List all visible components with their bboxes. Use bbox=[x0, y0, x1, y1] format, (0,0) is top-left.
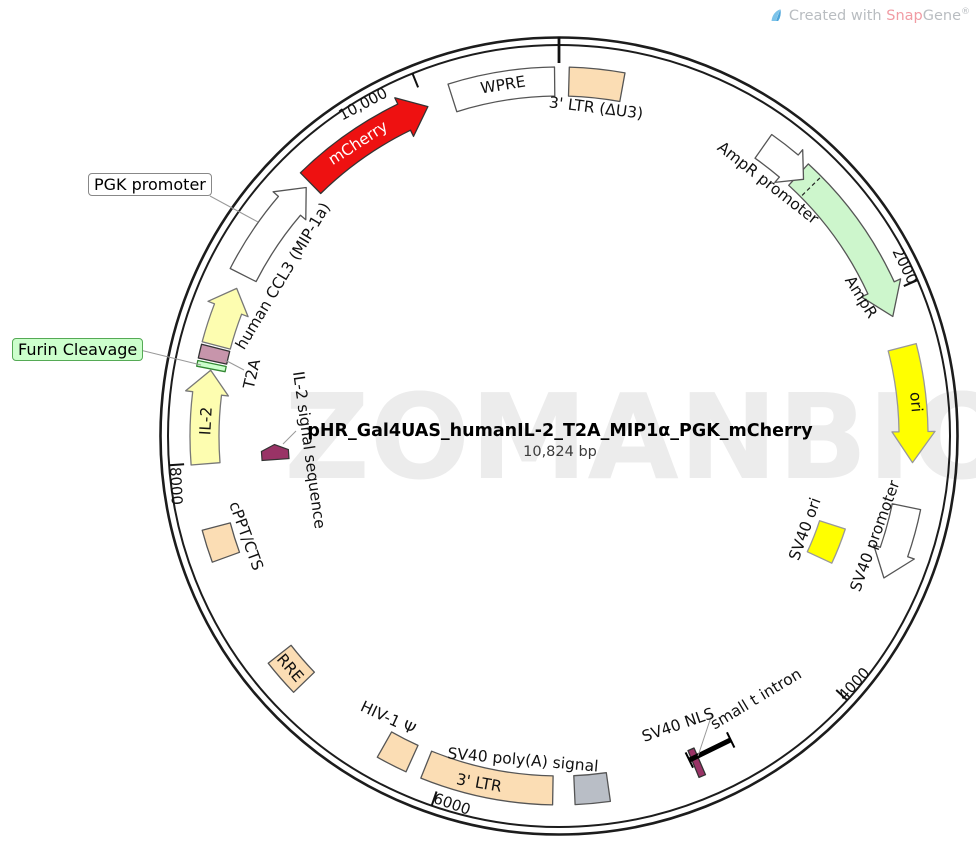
small-t-intron-marker[interactable] bbox=[684, 731, 736, 769]
feature-rre[interactable] bbox=[267, 644, 316, 693]
feature-t2a[interactable] bbox=[197, 343, 231, 365]
snapgene-logo-icon bbox=[771, 9, 781, 21]
feature-3-ltr[interactable] bbox=[420, 750, 554, 806]
label-il2[interactable]: IL-2 bbox=[196, 406, 215, 435]
watermark-text: ZOMANBIO bbox=[284, 368, 976, 506]
label-t2a[interactable]: T2A bbox=[240, 357, 265, 392]
tick-4000 bbox=[835, 689, 848, 701]
credit-text: Created with SnapGene® bbox=[788, 7, 970, 24]
leader-il2-signal bbox=[282, 430, 297, 445]
feature-cppt-cts[interactable] bbox=[201, 522, 241, 563]
label-sv40-nls[interactable]: SV40 NLS bbox=[640, 704, 717, 745]
feature-sv40-polya[interactable] bbox=[573, 772, 612, 806]
snapgene-credit: Created with SnapGene® bbox=[768, 7, 970, 24]
tick-2000 bbox=[903, 279, 918, 288]
feature-hiv1-psi[interactable] bbox=[376, 731, 419, 773]
tick-label-8000: 8000 bbox=[166, 466, 186, 505]
feature-ampr[interactable] bbox=[788, 163, 902, 318]
plasmid-title: pHR_Gal4UAS_humanIL-2_T2A_MIP1α_PGK_mChe… bbox=[307, 421, 813, 441]
credit-gene: Gene bbox=[922, 7, 961, 24]
leader-sv40-nls bbox=[697, 713, 713, 757]
feature-il2[interactable] bbox=[185, 369, 230, 466]
callout-pgk-promoter[interactable]: PGK promoter bbox=[88, 173, 212, 196]
leader-pgk-promoter bbox=[209, 195, 259, 223]
credit-registered: ® bbox=[961, 7, 970, 18]
feature-sv40-ori[interactable] bbox=[806, 520, 846, 564]
leader-t2a bbox=[224, 359, 245, 371]
tick-10,000 bbox=[411, 73, 420, 88]
tick-label-4000: 4000 bbox=[834, 664, 873, 704]
feature-human-ccl3[interactable] bbox=[201, 287, 249, 350]
feature-wpre[interactable] bbox=[447, 66, 556, 113]
leader-furin bbox=[139, 349, 202, 366]
label-small-t-intron[interactable]: small t intron bbox=[707, 665, 804, 733]
feature-mcherry[interactable] bbox=[299, 97, 429, 195]
plasmid-size-label: 10,824 bp bbox=[523, 444, 597, 460]
tick-8000 bbox=[169, 463, 185, 467]
feature-sv40-nls[interactable] bbox=[687, 747, 707, 779]
label-ori[interactable]: ori bbox=[906, 391, 926, 413]
credit-snap: Snap bbox=[886, 7, 923, 24]
callout-furin-cleavage[interactable]: Furin Cleavage bbox=[12, 338, 144, 361]
feature-pgk-promoter[interactable] bbox=[229, 186, 307, 283]
il2-signal-marker[interactable] bbox=[260, 443, 290, 462]
label-hiv1-psi[interactable]: HIV-1 Ψ bbox=[358, 697, 419, 738]
tick-6000 bbox=[430, 791, 438, 807]
feature-ampr-promoter[interactable] bbox=[754, 133, 805, 184]
feature-3-ltr-delta-u3[interactable] bbox=[567, 66, 626, 103]
feature-ori[interactable] bbox=[887, 342, 936, 464]
feature-sv40-promoter[interactable] bbox=[873, 503, 922, 579]
